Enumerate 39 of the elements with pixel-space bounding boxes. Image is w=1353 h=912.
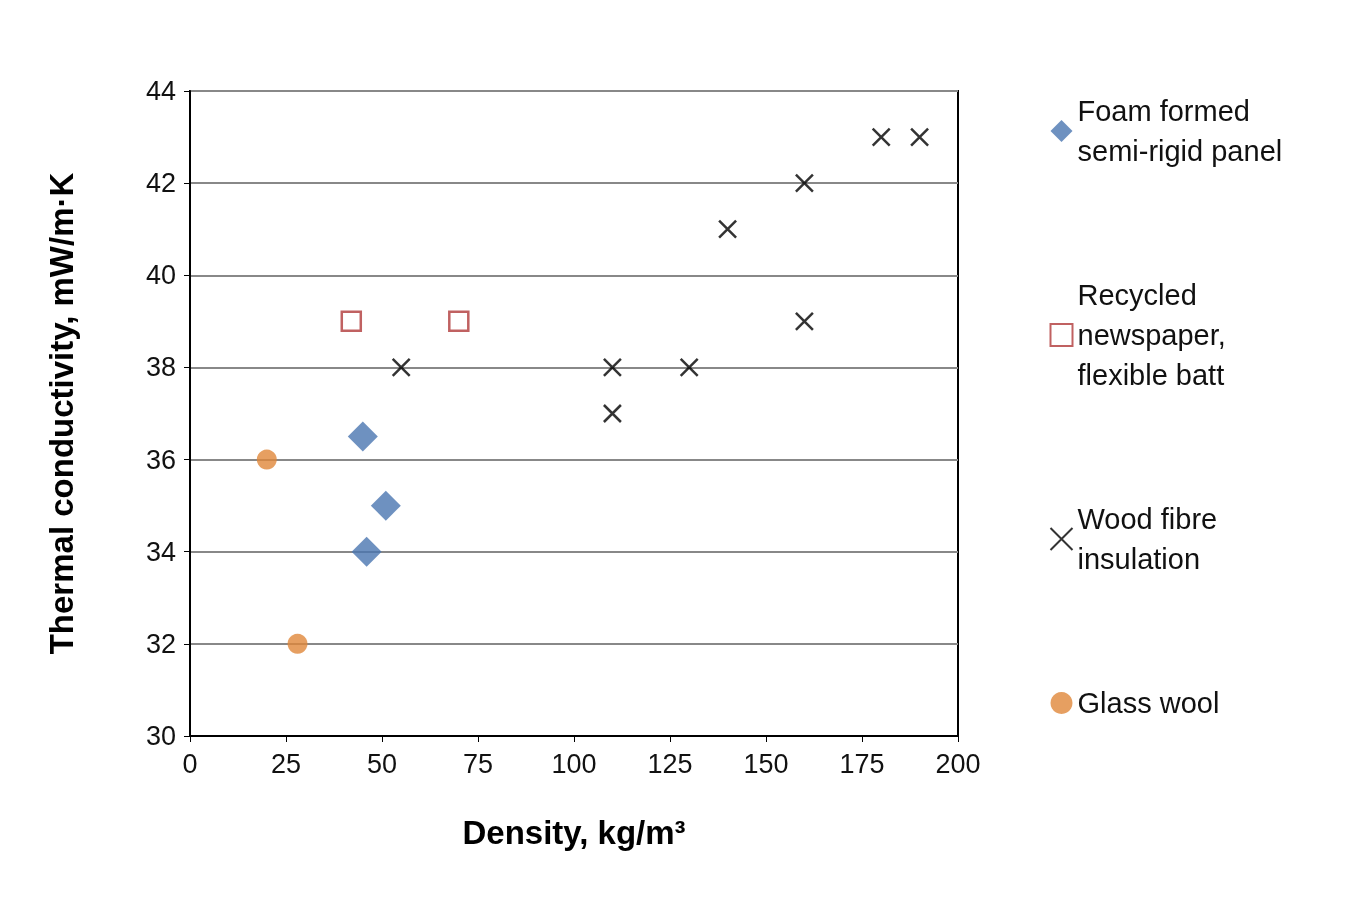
y-tick-label: 34	[145, 536, 176, 567]
x-tick-label: 150	[743, 748, 789, 779]
legend-label: Foam formed semi-rigid panel	[1077, 95, 1283, 167]
x-tick-label: 75	[462, 748, 494, 779]
y-tick-label: 32	[145, 628, 176, 659]
y-axis-title: Thermal conductivity, mW/m·K	[43, 172, 80, 655]
y-tick-label: 30	[145, 721, 176, 751]
point	[448, 310, 470, 333]
y-tick-label: 40	[145, 260, 176, 291]
x-axis-title: Density, kg/m³	[462, 814, 686, 851]
point	[602, 403, 623, 424]
point	[679, 357, 699, 378]
point	[602, 357, 623, 378]
point	[871, 127, 891, 147]
x-tick-label: 50	[366, 748, 398, 779]
x-tick-label: 25	[270, 748, 302, 779]
point	[287, 633, 308, 654]
y-tick-label: 44	[145, 76, 176, 106]
x-tick-label: 125	[647, 748, 693, 779]
point	[794, 173, 815, 193]
point	[794, 311, 815, 332]
y-tick-label: 36	[145, 444, 176, 475]
legend-label: Wood fibre insulation	[1077, 503, 1226, 575]
point	[909, 127, 930, 147]
point	[351, 536, 382, 567]
x-tick-label: 100	[551, 748, 597, 779]
legend-label: Glass wool	[1077, 687, 1220, 719]
point	[347, 421, 378, 452]
point	[256, 449, 277, 470]
x-tick-label: 175	[839, 748, 885, 779]
y-tick-label: 38	[145, 352, 176, 383]
point	[391, 357, 411, 378]
point	[370, 490, 401, 521]
x-tick-label: 200	[935, 748, 981, 779]
legend-label: Recycled newspaper, flexible batt	[1077, 279, 1234, 391]
point	[340, 310, 363, 333]
y-tick-label: 42	[145, 168, 176, 199]
point	[717, 219, 738, 239]
x-tick-label: 0	[182, 748, 198, 779]
